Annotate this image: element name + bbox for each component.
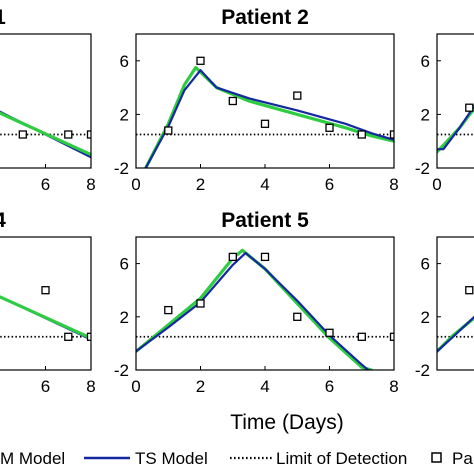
data-point xyxy=(357,332,366,341)
legend-swatch-patient-data xyxy=(431,452,442,463)
x-tick-label: 0 xyxy=(131,377,140,396)
data-point xyxy=(357,130,366,139)
y-tick-label: 6 xyxy=(421,52,430,71)
y-tick-label: -2 xyxy=(114,361,129,380)
data-point xyxy=(325,328,334,337)
axes-frame xyxy=(436,236,474,371)
axes-frame xyxy=(436,33,474,169)
x-tick-label: 8 xyxy=(86,175,95,194)
x-tick-label: 6 xyxy=(41,377,50,396)
y-tick-label: 2 xyxy=(421,308,430,327)
series-ts-model xyxy=(437,104,474,151)
data-point xyxy=(389,332,394,341)
plot-area xyxy=(136,248,394,370)
y-tick-label: 6 xyxy=(120,255,129,274)
legend: M Model TS Model Limit of Detection Pa xyxy=(0,449,473,468)
legend-label-patient-data: Pa xyxy=(452,449,473,468)
legend-label-ts-model: TS Model xyxy=(135,449,208,468)
y-tick-label: -2 xyxy=(114,159,129,178)
data-point xyxy=(64,130,73,139)
series-m-model xyxy=(0,111,91,157)
panel-bottom-right: -2 2 6 xyxy=(415,236,474,380)
data-point xyxy=(260,119,270,128)
plot-area xyxy=(0,110,91,159)
panel-bottom-left: 6 8 4 xyxy=(0,209,96,396)
x-tick-label: 4 xyxy=(260,377,269,396)
data-point xyxy=(164,305,173,315)
plot-area xyxy=(437,286,474,353)
panel-top-center: 0 2 4 6 8 -2 2 6 Patient 2 xyxy=(114,6,399,194)
panel-title: Patient 2 xyxy=(221,6,309,29)
legend-label-lod: Limit of Detection xyxy=(276,449,407,468)
axes-frame xyxy=(0,33,92,169)
plot-area xyxy=(0,286,91,341)
data-point xyxy=(86,130,91,139)
y-tick-label: -2 xyxy=(415,159,430,178)
x-tick-label: 6 xyxy=(325,175,334,194)
series-ts-model xyxy=(144,69,394,168)
legend-label-m-model: M Model xyxy=(0,449,65,468)
x-tick-label: 2 xyxy=(196,377,205,396)
x-tick-label: 8 xyxy=(86,377,95,396)
x-tick-label: 6 xyxy=(41,175,50,194)
panel-top-right: 0-2 2 6 xyxy=(415,33,474,194)
y-tick-label: 2 xyxy=(120,105,129,124)
panel-title: 1 xyxy=(0,6,6,29)
axes-frame xyxy=(135,33,395,169)
panel-title: Patient 5 xyxy=(221,209,309,232)
y-tick-label: 2 xyxy=(421,105,430,124)
data-point xyxy=(164,126,173,135)
panel-title: 4 xyxy=(0,209,6,232)
data-point xyxy=(18,130,27,139)
data-point xyxy=(293,312,302,321)
x-tick-label: 0 xyxy=(432,175,441,194)
data-point xyxy=(41,286,50,295)
series-ts-model xyxy=(437,315,474,353)
data-point xyxy=(389,130,394,139)
x-tick-label: 2 xyxy=(196,175,205,194)
series-m-model xyxy=(144,65,394,168)
data-point xyxy=(228,252,237,262)
series-ts-model xyxy=(136,251,370,370)
x-tick-label: 4 xyxy=(260,175,269,194)
y-tick-label: 6 xyxy=(421,255,430,274)
x-tick-label: 6 xyxy=(325,377,334,396)
x-tick-label: 8 xyxy=(389,377,398,396)
plot-area xyxy=(437,103,474,154)
y-tick-label: -2 xyxy=(415,361,430,380)
y-tick-label: 2 xyxy=(120,308,129,327)
x-tick-label: 0 xyxy=(131,175,140,194)
y-tick-label: 6 xyxy=(120,52,129,71)
data-point xyxy=(465,286,474,295)
data-point xyxy=(196,299,205,308)
x-tick-label: 8 xyxy=(389,175,398,194)
data-point xyxy=(196,56,205,65)
data-point xyxy=(86,332,91,341)
data-point xyxy=(64,332,73,341)
data-point xyxy=(293,91,302,100)
data-point xyxy=(325,123,334,132)
plot-area xyxy=(136,56,394,168)
data-point xyxy=(228,96,237,106)
x-axis-label: Time (Days) xyxy=(230,411,344,434)
data-point xyxy=(465,103,474,112)
series-m-model xyxy=(0,295,91,340)
data-point xyxy=(260,252,270,262)
axes-frame xyxy=(0,236,92,371)
panel-bottom-center: 0 2 4 6 8 -2 2 6 Patient 5 xyxy=(114,209,399,396)
panel-top-left: 6 8 1 xyxy=(0,6,96,194)
